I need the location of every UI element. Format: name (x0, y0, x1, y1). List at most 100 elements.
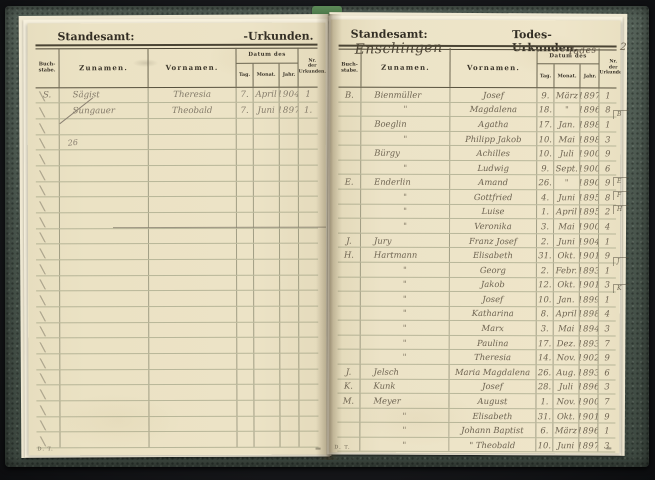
cell-vorname: Luise (450, 204, 538, 219)
cell-urkunden-nr: 1 (604, 294, 610, 305)
cell-jahr: 1900 (580, 161, 600, 175)
cell-monat: Juni (554, 190, 581, 204)
cell-urkunden-nr: 4 (604, 308, 610, 319)
cell-urkunden-nr (299, 322, 318, 337)
cell-vorname (148, 165, 237, 181)
cell-buchstabe (337, 422, 361, 437)
table-row (35, 118, 318, 135)
cell-vorname (148, 212, 237, 228)
cell-zuname (60, 275, 150, 291)
cell-monat: Juni (553, 234, 581, 248)
cell-buchstabe (337, 306, 361, 320)
cell-tag: 2. (536, 233, 555, 248)
cell-tag (237, 353, 255, 369)
cell-monat (253, 228, 281, 244)
cell-jahr: 1898 (580, 132, 600, 146)
cell-jahr (280, 353, 300, 369)
cell-monat: Nov. (553, 394, 580, 409)
cell-monat: März (554, 88, 581, 102)
table-body: B. Bienmüller Josef 9. März 1897 1 " Magdalena 18… (337, 87, 617, 453)
cell-jahr: 1896 (580, 102, 600, 117)
cell-jahr (279, 165, 299, 181)
cell-tag (237, 244, 255, 259)
cell-vorname: Katharina (449, 306, 537, 321)
cell-buchstabe (36, 385, 61, 401)
cell-buchstabe (36, 244, 61, 260)
cell-vorname: Josef (450, 87, 538, 102)
cell-vorname: " Theobald (449, 437, 537, 452)
cell-zuname: Boeglin (361, 116, 451, 131)
cell-buchstabe: J. (337, 364, 361, 379)
cell-vorname (149, 322, 238, 338)
cell-buchstabe (36, 432, 61, 448)
cell-tag (236, 149, 254, 165)
cell-tag: 26. (536, 365, 554, 379)
cell-monat (254, 384, 281, 400)
cell-tag (236, 181, 254, 197)
edge-tab-b: B (613, 110, 629, 119)
cell-monat (253, 212, 280, 228)
cell-zuname (60, 322, 150, 338)
cell-urkunden-nr: 3 (604, 440, 610, 451)
table-row (35, 196, 318, 214)
column-header-buchstabe: Buch- stabe. (338, 47, 362, 87)
cell-vorname: Elisabeth (449, 248, 537, 263)
register-page-right: Standesamt:Enschingen Todes-Urkunden. Bu… (329, 19, 621, 454)
table-row: " Jakob 12. Okt. 1901 3 (337, 277, 616, 293)
column-header-vornamen: Vornamen. (148, 47, 237, 87)
cell-vorname (149, 369, 238, 385)
cell-zuname (60, 306, 150, 322)
cell-tag (236, 134, 254, 150)
cell-buchstabe (35, 134, 60, 150)
cell-urkunden-nr (299, 354, 318, 369)
cell-tag: 1. (536, 394, 554, 408)
cell-zuname (60, 385, 150, 401)
cell-jahr (280, 290, 300, 306)
cell-tag: 8. (536, 306, 554, 321)
cell-tag: 1. (537, 204, 555, 219)
column-header-datum: Datum des Todes Tag. Monat. Jahr. (537, 45, 600, 88)
table-body: S. Sägist Theresia 7. April 1904 1 Sungauer Theo… (35, 87, 319, 449)
cell-tag: 17. (536, 336, 554, 350)
cell-tag: 10. (537, 146, 555, 161)
table-row: " Theresia 14. Nov. 1902 9 (337, 349, 616, 366)
cell-monat (253, 118, 280, 134)
cell-urkunden-nr (299, 275, 318, 290)
column-header-vornamen: Vornamen. (450, 47, 538, 88)
cell-jahr: 1897 (580, 88, 600, 102)
cell-jahr (280, 259, 300, 275)
cell-tag (237, 385, 255, 400)
cell-buchstabe (337, 408, 361, 422)
table-row: Sungauer Theobald 7. Juni 1897 1. (35, 102, 318, 120)
cell-vorname: Magdalena (450, 102, 538, 117)
printer-footer: D. T. (37, 446, 54, 453)
cell-tag (236, 118, 254, 134)
column-header-monat: Monat. (554, 64, 581, 88)
cell-monat: April (554, 204, 581, 219)
table-header: Buch- stabe. Zunamen. Vornamen. Datum de… (338, 45, 621, 89)
cell-buchstabe (338, 145, 362, 160)
cell-jahr: 1901 (579, 409, 599, 423)
table-row (35, 228, 319, 245)
cell-tag (237, 369, 255, 385)
table-row: " Magdalena 18. " 1896 8 (338, 102, 617, 118)
cell-buchstabe (338, 116, 362, 131)
cell-jahr (280, 275, 300, 290)
cell-buchstabe (36, 275, 61, 291)
cell-vorname: Theresia (449, 350, 537, 365)
cell-tag: 10. (537, 131, 555, 146)
cell-jahr (279, 181, 299, 196)
cell-jahr: 1900 (579, 394, 599, 409)
cell-buchstabe (36, 307, 61, 322)
urkunden-label: -Urkunden. (243, 29, 314, 43)
cell-zuname: " (361, 218, 451, 233)
cell-jahr (280, 243, 300, 259)
cell-urkunden-nr: 3 (604, 323, 610, 334)
cell-urkunden-nr: 3 (605, 133, 611, 144)
table-row: " Georg 2. Febr. 1893 1 (337, 262, 616, 278)
cell-zuname: " (360, 408, 450, 423)
cell-urkunden-nr (299, 181, 318, 196)
cell-buchstabe (36, 338, 61, 354)
cell-monat: Mai (554, 219, 581, 234)
cell-monat (254, 369, 281, 385)
